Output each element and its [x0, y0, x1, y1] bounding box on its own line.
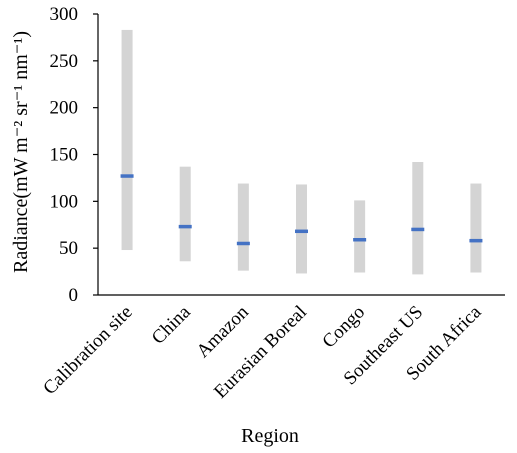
y-tick-label: 0: [69, 285, 79, 306]
x-tick-label: Congo: [318, 302, 369, 353]
range-bar: [296, 184, 307, 274]
range-bar: [179, 166, 191, 262]
y-tick-label: 250: [50, 51, 79, 72]
x-axis-title: Region: [241, 425, 299, 447]
y-tick-label: 200: [50, 98, 79, 119]
y-tick-label: 50: [59, 238, 78, 259]
range-bar: [412, 161, 424, 275]
range-bar: [354, 200, 366, 273]
mean-markers: [120, 174, 483, 246]
range-bar: [121, 29, 133, 251]
y-tick-label: 300: [50, 4, 79, 25]
x-tick-label: Calibration site: [39, 302, 136, 399]
y-axis-title: Radiance(mW m⁻² sr⁻¹ nm⁻¹): [10, 31, 32, 273]
y-tick-label: 100: [50, 191, 79, 212]
range-bars: [121, 29, 482, 275]
range-bar: [237, 183, 249, 271]
x-tick-label: China: [148, 301, 195, 348]
y-tick-label: 150: [50, 145, 79, 166]
y-axis-ticks: 0 50 100 150 200 250 300: [50, 4, 98, 306]
range-bar: [470, 183, 482, 273]
